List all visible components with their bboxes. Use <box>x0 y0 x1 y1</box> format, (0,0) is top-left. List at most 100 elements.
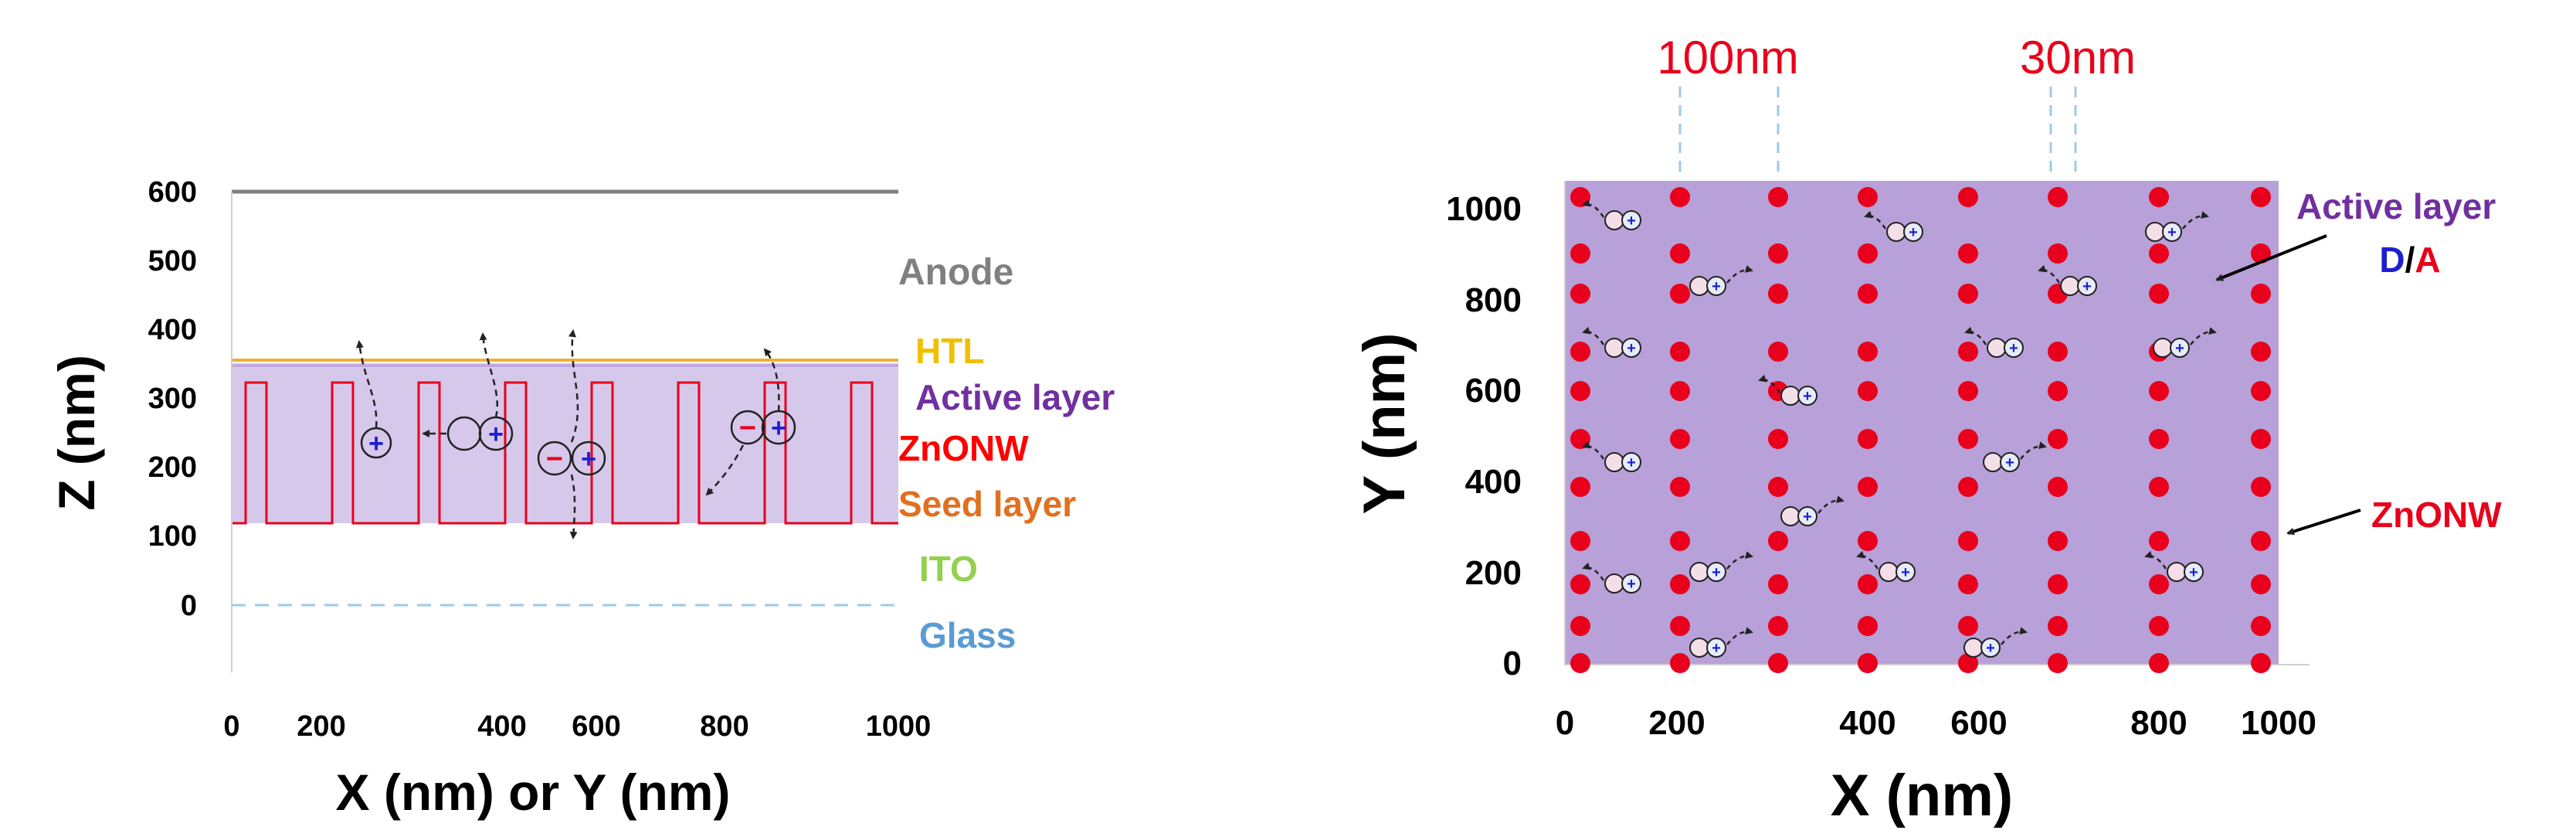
nanowire-dot <box>2251 616 2271 636</box>
electron-icon <box>537 441 572 476</box>
htl-label: HTL <box>915 331 984 371</box>
nanowire-dot <box>2149 429 2169 449</box>
zno-label-top: ZnONW <box>2371 495 2502 535</box>
nanowire-dot <box>1670 429 1690 449</box>
nanowire-dot <box>1670 531 1690 551</box>
right-y-tick-600: 600 <box>1465 372 1522 410</box>
svg-text:+: + <box>2009 340 2018 357</box>
left-x-tick-200: 200 <box>297 710 345 743</box>
svg-text:+: + <box>2189 564 2198 581</box>
right-x-tick-0: 0 <box>1556 704 1574 742</box>
nanowire-dot <box>2149 477 2169 497</box>
svg-text:+: + <box>1712 564 1721 581</box>
cross-section-panel: 0 100 200 300 400 500 600 0 200 400 600 … <box>48 176 1115 821</box>
nanowire-dot <box>1958 429 1978 449</box>
left-y-tick-100: 100 <box>148 520 197 553</box>
svg-text:+: + <box>1712 640 1721 657</box>
nanowire-dot <box>1768 616 1788 636</box>
nanowire-dot <box>2048 574 2068 594</box>
nanowire-dot <box>1768 574 1788 594</box>
nanowire-dot <box>2251 381 2271 401</box>
nanowire-dot <box>2048 429 2068 449</box>
ito-label: ITO <box>919 549 978 589</box>
nanowire-dot <box>2251 342 2271 362</box>
left-x-tick-0: 0 <box>223 710 239 743</box>
right-x-axis-title: X (nm) <box>1831 763 2013 828</box>
charge-pair: + <box>1689 265 1753 296</box>
nanowire-dot <box>2149 574 2169 594</box>
charge-pair: + <box>1689 627 1753 658</box>
svg-text:+: + <box>2175 340 2184 357</box>
nanowire-dot <box>1768 187 1788 207</box>
nanowire-dot <box>1768 342 1788 362</box>
right-x-tick-800: 800 <box>2130 704 2187 742</box>
left-x-axis-title: X (nm) or Y (nm) <box>336 764 731 821</box>
nanowire-dot <box>2149 284 2169 304</box>
nanowire-dot <box>1958 531 1978 551</box>
nanowire-dot <box>1858 284 1878 304</box>
nanowire-dot <box>1858 616 1878 636</box>
da-slash: / <box>2405 240 2415 280</box>
nanowire-dot <box>1858 342 1878 362</box>
right-y-tick-200: 200 <box>1465 554 1522 592</box>
top-view-panel: 100nm 30nm +++++++++++++++++ + 0 200 400 … <box>1352 32 2502 828</box>
nanowire-dot <box>1768 653 1788 673</box>
seed-layer-label: Seed layer <box>898 484 1076 524</box>
active-layer-label-top: Active layer <box>2296 186 2496 226</box>
nanowire-dot <box>2251 284 2271 304</box>
spacing-label-100nm: 100nm <box>1657 32 1798 83</box>
nanowire-dot <box>1858 381 1878 401</box>
svg-text:+: + <box>1986 640 1995 657</box>
nanowire-dot <box>2048 531 2068 551</box>
nanowire-dot <box>2048 616 2068 636</box>
nanowire-dot <box>2048 342 2068 362</box>
right-y-tick-400: 400 <box>1465 463 1522 501</box>
nanowire-dot <box>1958 243 1978 264</box>
left-y-tick-500: 500 <box>148 245 197 277</box>
electron-sign: − <box>546 443 563 475</box>
acceptor-label: A <box>2415 240 2440 280</box>
nanowire-dot <box>1670 342 1690 362</box>
left-y-tick-0: 0 <box>181 590 197 622</box>
charge-pair: + <box>1963 627 2028 658</box>
nanowire-dot <box>1768 284 1788 304</box>
nanowire-dot <box>2251 574 2271 594</box>
donor-label: D <box>2379 240 2405 280</box>
nanowire-dot <box>1768 243 1788 264</box>
right-x-tick-400: 400 <box>1839 704 1896 742</box>
nanowire-dot <box>1570 381 1590 401</box>
nanowire-dot <box>2048 653 2068 673</box>
left-x-tick-600: 600 <box>572 710 620 743</box>
left-y-tick-200: 200 <box>148 451 197 484</box>
svg-text:+: + <box>2167 224 2177 241</box>
svg-text:+: + <box>1803 509 1812 526</box>
nanowire-dot <box>1858 531 1878 551</box>
left-y-tick-300: 300 <box>148 383 197 415</box>
nanowire-dots <box>1570 187 2271 673</box>
nanowire-dot <box>2149 616 2169 636</box>
nanowire-dot <box>1670 616 1690 636</box>
nanowire-dot <box>1670 477 1690 497</box>
nanowire-dot <box>1858 574 1878 594</box>
nanowire-dot <box>1670 243 1690 264</box>
nanowire-dot <box>2048 243 2068 264</box>
nanowire-dot <box>1768 531 1788 551</box>
nanowire-dot <box>2251 429 2271 449</box>
svg-text:+: + <box>1712 278 1721 295</box>
svg-text:+: + <box>1803 388 1812 405</box>
svg-text:+: + <box>1627 213 1636 230</box>
active-layer-label: Active layer <box>915 377 1115 417</box>
charge-pair: + <box>2145 211 2209 242</box>
right-x-tick-600: 600 <box>1950 704 2007 742</box>
left-x-tick-400: 400 <box>477 710 526 743</box>
nanowire-dot <box>2149 187 2169 207</box>
charge-pair: + <box>2038 264 2097 296</box>
electron-sign: − <box>739 412 756 444</box>
zno-label: ZnONW <box>898 428 1029 468</box>
nanowire-dot <box>1570 653 1590 673</box>
anode-label: Anode <box>898 252 1013 293</box>
nanowire-dot <box>1958 616 1978 636</box>
nanowire-dot <box>1858 243 1878 264</box>
right-y-axis-title: Y (nm) <box>1352 332 1417 514</box>
nanowire-dot <box>1570 616 1590 636</box>
